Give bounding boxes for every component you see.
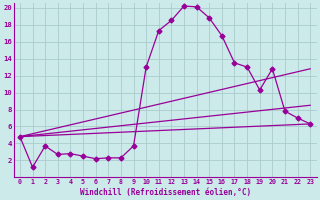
- X-axis label: Windchill (Refroidissement éolien,°C): Windchill (Refroidissement éolien,°C): [79, 188, 251, 197]
